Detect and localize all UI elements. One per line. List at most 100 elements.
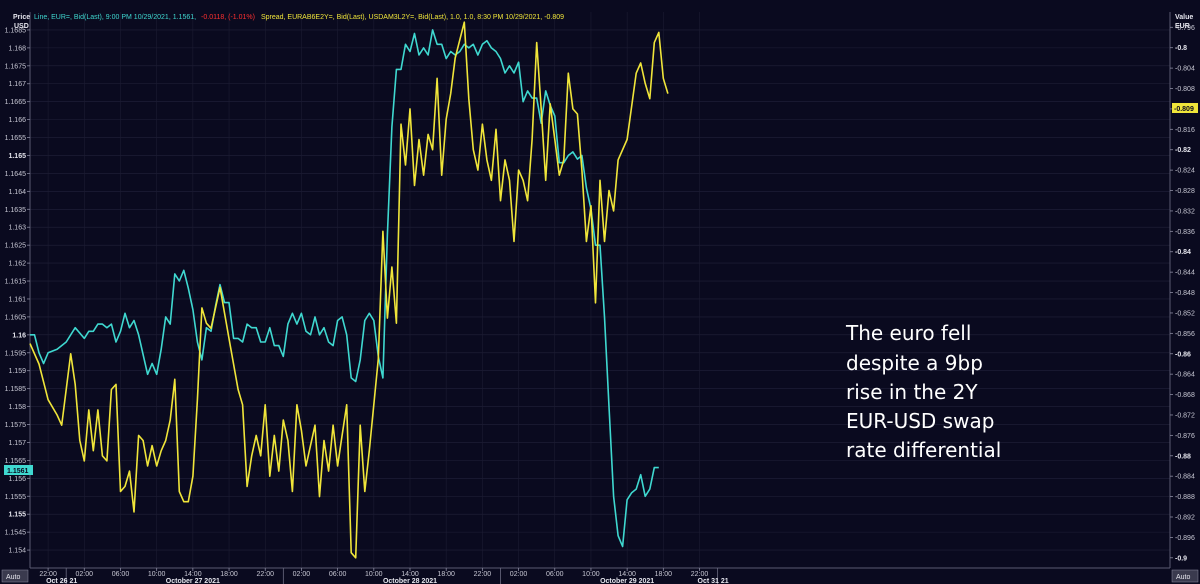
x-tick-label: 14:00 xyxy=(184,571,202,578)
left-tick-label: 1.157 xyxy=(8,440,26,447)
eur-last-value: 1.1561 xyxy=(7,468,29,475)
x-tick-label: 14:00 xyxy=(401,571,419,578)
annotation-line-5: rate differential xyxy=(846,438,1001,462)
left-tick-label: 1.1665 xyxy=(5,99,27,106)
x-tick-label: 06:00 xyxy=(112,571,130,578)
right-tick-label: -0.896 xyxy=(1175,535,1195,542)
x-tick-label: 14:00 xyxy=(618,571,636,578)
left-axis-title: Price xyxy=(13,14,30,21)
right-tick-label: -0.84 xyxy=(1175,249,1191,256)
x-tick-label: 06:00 xyxy=(329,571,347,578)
right-tick-label: -0.836 xyxy=(1175,229,1195,236)
x-tick-label: 02:00 xyxy=(293,571,311,578)
left-tick-label: 1.1675 xyxy=(5,63,27,70)
right-axis-title: Value xyxy=(1175,14,1193,21)
annotation-line-1: The euro fell xyxy=(845,321,971,345)
right-tick-label: -0.852 xyxy=(1175,310,1195,317)
legend-eur: Line, EUR=, Bid(Last), 9:00 PM 10/29/202… xyxy=(34,14,196,21)
left-tick-label: 1.1635 xyxy=(5,207,27,214)
x-tick-label: 10:00 xyxy=(365,571,383,578)
x-tick-label: 18:00 xyxy=(437,571,455,578)
left-tick-label: 1.1555 xyxy=(5,494,27,501)
left-tick-label: 1.1595 xyxy=(5,350,27,357)
right-tick-label: -0.856 xyxy=(1175,331,1195,338)
x-tick-label: 06:00 xyxy=(546,571,564,578)
x-tick-label: 18:00 xyxy=(220,571,238,578)
left-tick-label: 1.1615 xyxy=(5,279,27,286)
left-tick-label: 1.1605 xyxy=(5,314,27,321)
right-tick-label: -0.844 xyxy=(1175,270,1195,277)
right-tick-label: -0.888 xyxy=(1175,494,1195,501)
right-tick-label: -0.796 xyxy=(1175,25,1195,32)
right-tick-label: -0.88 xyxy=(1175,453,1191,460)
x-date-label: October 27 2021 xyxy=(166,578,220,584)
legend: Line, EUR=, Bid(Last), 9:00 PM 10/29/202… xyxy=(34,14,564,21)
left-tick-label: 1.1575 xyxy=(5,422,27,429)
left-tick-label: 1.164 xyxy=(8,189,26,196)
x-date-label: Oct 31 21 xyxy=(698,578,729,584)
eur-last-value-badge xyxy=(4,465,33,475)
left-tick-label: 1.166 xyxy=(8,117,26,124)
legend-eur-change: -0.0118, (-1.01%) xyxy=(201,14,255,21)
right-tick-label: -0.868 xyxy=(1175,392,1195,399)
x-date-label: October 29 2021 xyxy=(600,578,654,584)
left-tick-label: 1.1685 xyxy=(5,27,27,34)
right-tick-label: -0.884 xyxy=(1175,474,1195,481)
right-tick-label: -0.808 xyxy=(1175,86,1195,93)
right-tick-label: -0.8 xyxy=(1175,45,1187,52)
auto-right-button[interactable] xyxy=(1171,569,1199,583)
spread-last-value: -0.809 xyxy=(1174,106,1194,113)
right-tick-label: -0.876 xyxy=(1175,433,1195,440)
right-axis-unit: EUR xyxy=(1175,23,1190,30)
left-tick-label: 1.1645 xyxy=(5,171,27,178)
annotation-line-3: rise in the 2Y xyxy=(846,380,978,404)
left-tick-label: 1.156 xyxy=(8,476,26,483)
right-tick-label: -0.804 xyxy=(1175,66,1195,73)
eur-price-line xyxy=(30,29,659,548)
left-tick-label: 1.16 xyxy=(12,332,26,339)
right-tick-label: -0.828 xyxy=(1175,188,1195,195)
left-tick-label: 1.155 xyxy=(8,512,26,519)
annotation-line-4: EUR-USD swap xyxy=(846,409,994,433)
left-tick-label: 1.159 xyxy=(8,368,26,375)
left-tick-label: 1.161 xyxy=(8,296,26,303)
left-axis-ticks: 1.1685 1.168 1.1675 1.167 1.1665 1.166 1.1655 1… xyxy=(5,27,30,555)
left-tick-label: 1.158 xyxy=(8,404,26,411)
x-tick-label: 22:00 xyxy=(39,571,57,578)
left-tick-label: 1.165 xyxy=(8,153,26,160)
right-tick-label: -0.9 xyxy=(1175,555,1187,562)
right-tick-label: -0.816 xyxy=(1175,127,1195,134)
right-tick-label: -0.864 xyxy=(1175,372,1195,379)
left-tick-label: 1.167 xyxy=(8,81,26,88)
x-tick-label: 18:00 xyxy=(655,571,673,578)
right-tick-label: -0.832 xyxy=(1175,208,1195,215)
left-tick-label: 1.154 xyxy=(8,548,26,555)
x-tick-label: 22:00 xyxy=(474,571,492,578)
auto-right-label: Auto xyxy=(1176,574,1191,581)
right-tick-label: -0.86 xyxy=(1175,351,1191,358)
left-tick-label: 1.163 xyxy=(8,225,26,232)
right-tick-label: -0.892 xyxy=(1175,514,1195,521)
spread-last-value-badge xyxy=(1172,103,1198,113)
left-tick-label: 1.1625 xyxy=(5,243,27,250)
left-tick-label: 1.168 xyxy=(8,45,26,52)
annotation-line-2: despite a 9bp xyxy=(846,351,983,375)
x-tick-label: 10:00 xyxy=(148,571,166,578)
auto-left-label: Auto xyxy=(6,574,21,581)
auto-left-button[interactable] xyxy=(1,569,29,583)
left-tick-label: 1.162 xyxy=(8,261,26,268)
right-tick-label: -0.82 xyxy=(1175,147,1191,154)
x-tick-label: 22:00 xyxy=(691,571,709,578)
x-date-label: October 28 2021 xyxy=(383,578,437,584)
left-tick-label: 1.1585 xyxy=(5,386,27,393)
x-date-label: Oct 26 21 xyxy=(46,578,77,584)
x-tick-label: 02:00 xyxy=(76,571,94,578)
x-tick-label: 02:00 xyxy=(510,571,528,578)
right-tick-label: -0.824 xyxy=(1175,168,1195,175)
right-tick-label: -0.848 xyxy=(1175,290,1195,297)
right-tick-label: -0.872 xyxy=(1175,412,1195,419)
left-axis-unit: USD xyxy=(14,23,29,30)
left-tick-label: 1.1655 xyxy=(5,135,27,142)
x-tick-label: 10:00 xyxy=(582,571,600,578)
